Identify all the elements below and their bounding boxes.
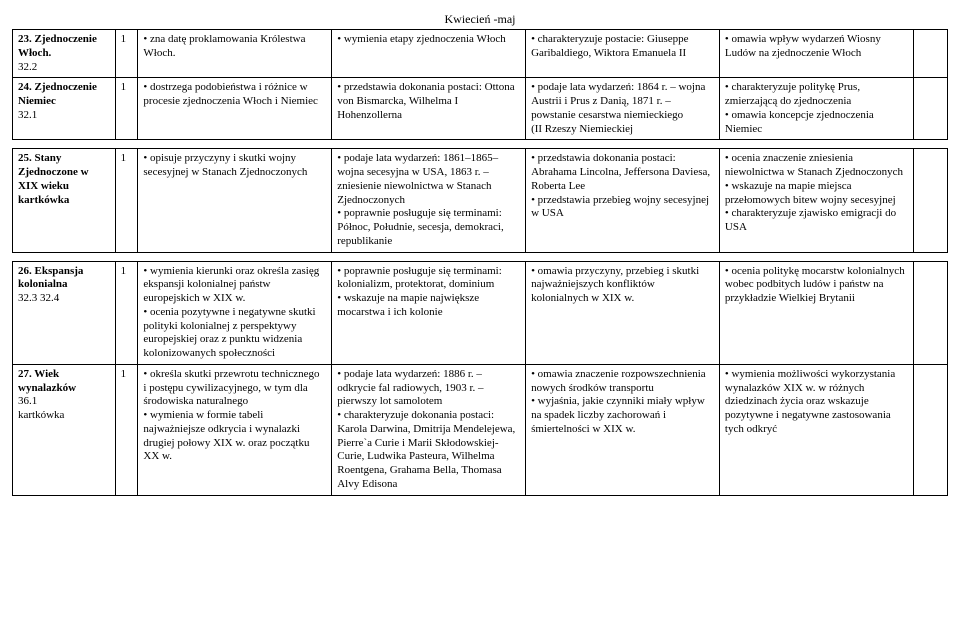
curriculum-table: 23. Zjednoczenie Włoch.32.21• zna datę p… bbox=[12, 29, 948, 496]
cell: 1 bbox=[115, 78, 138, 140]
cell: • charakteryzuje politykę Prus, zmierzaj… bbox=[719, 78, 913, 140]
page-header: Kwiecień -maj bbox=[12, 12, 948, 27]
cell: • ocenia politykę mocarstw kolonialnych … bbox=[719, 261, 913, 364]
table-row: 24. Zjednoczenie Niemiec32.11• dostrzega… bbox=[13, 78, 948, 140]
cell: • określa skutki przewrotu technicznegoi… bbox=[138, 364, 332, 495]
cell: 25. Stany Zjednoczone w XIX wieku kartkó… bbox=[13, 149, 116, 252]
cell: • zna datę proklamowania Królestwa Włoch… bbox=[138, 30, 332, 78]
cell: 1 bbox=[115, 261, 138, 364]
cell: • omawia przyczyny, przebieg i skutki na… bbox=[526, 261, 720, 364]
cell: 26. Ekspansja kolonialna32.3 32.4 bbox=[13, 261, 116, 364]
cell: 24. Zjednoczenie Niemiec32.1 bbox=[13, 78, 116, 140]
cell: 1 bbox=[115, 364, 138, 495]
table-row: 27. Wiek wynalazków36.1kartkówka1• okreś… bbox=[13, 364, 948, 495]
cell: • poprawnie posługuje się terminami: kol… bbox=[332, 261, 526, 364]
cell: • omawia znaczenie rozpowszechnienia now… bbox=[526, 364, 720, 495]
cell: 1 bbox=[115, 149, 138, 252]
cell: • podaje lata wydarzeń: 1861–1865– wojna… bbox=[332, 149, 526, 252]
cell: 1 bbox=[115, 30, 138, 78]
cell: • opisuje przyczyny i skutki wojny seces… bbox=[138, 149, 332, 252]
table-row: 23. Zjednoczenie Włoch.32.21• zna datę p… bbox=[13, 30, 948, 78]
table-row: 26. Ekspansja kolonialna32.3 32.41• wymi… bbox=[13, 261, 948, 364]
cell: • wymienia etapy zjednoczenia Włoch bbox=[332, 30, 526, 78]
cell bbox=[913, 261, 947, 364]
cell bbox=[913, 30, 947, 78]
cell bbox=[913, 149, 947, 252]
cell: • wymienia możliwości wykorzystania wyna… bbox=[719, 364, 913, 495]
cell: • podaje lata wydarzeń: 1886 r. – odkryc… bbox=[332, 364, 526, 495]
cell: • dostrzega podobieństwa i różnice w pro… bbox=[138, 78, 332, 140]
cell: • przedstawia dokonania postaci: Abraham… bbox=[526, 149, 720, 252]
cell: 27. Wiek wynalazków36.1kartkówka bbox=[13, 364, 116, 495]
cell: • omawia wpływ wydarzeń Wiosny Ludów na … bbox=[719, 30, 913, 78]
cell: • charakteryzuje postacie: Giuseppe Gari… bbox=[526, 30, 720, 78]
cell: 23. Zjednoczenie Włoch.32.2 bbox=[13, 30, 116, 78]
table-row: 25. Stany Zjednoczone w XIX wieku kartkó… bbox=[13, 149, 948, 252]
cell: • wymienia kierunki oraz określa zasięg … bbox=[138, 261, 332, 364]
cell: • ocenia znaczenie zniesienia niewolnict… bbox=[719, 149, 913, 252]
cell: • przedstawia dokonania postaci: Ottona … bbox=[332, 78, 526, 140]
cell bbox=[913, 78, 947, 140]
cell bbox=[913, 364, 947, 495]
cell: • podaje lata wydarzeń: 1864 r. – wojna … bbox=[526, 78, 720, 140]
